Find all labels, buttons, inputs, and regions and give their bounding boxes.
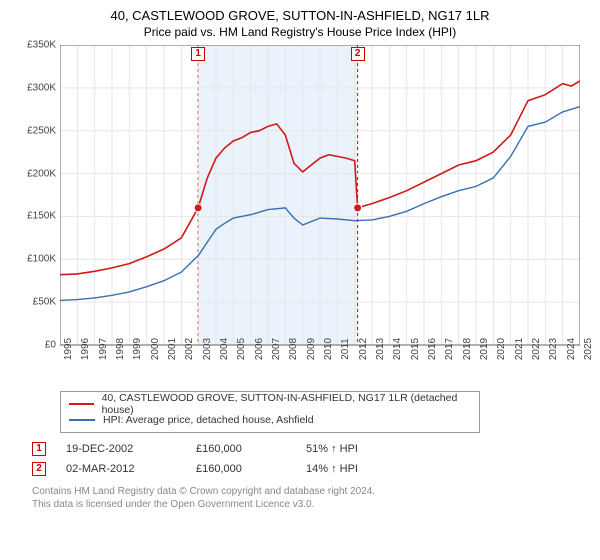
legend-item: 40, CASTLEWOOD GROVE, SUTTON-IN-ASHFIELD… (69, 396, 471, 412)
footnote-line1: Contains HM Land Registry data © Crown c… (32, 485, 588, 498)
transaction-price: £160,000 (196, 463, 306, 475)
transaction-price: £160,000 (196, 443, 306, 455)
transaction-num: 2 (32, 462, 46, 476)
chart-container: 40, CASTLEWOOD GROVE, SUTTON-IN-ASHFIELD… (0, 0, 600, 517)
transaction-row: 2 02-MAR-2012£160,00014% ↑ HPI (32, 459, 588, 479)
transaction-num: 1 (32, 442, 46, 456)
y-axis-label: £300K (12, 82, 56, 93)
chart-title-line1: 40, CASTLEWOOD GROVE, SUTTON-IN-ASHFIELD… (12, 8, 588, 23)
footnote: Contains HM Land Registry data © Crown c… (32, 485, 588, 511)
transaction-date: 19-DEC-2002 (66, 443, 196, 455)
y-axis-label: £200K (12, 168, 56, 179)
transaction-date: 02-MAR-2012 (66, 463, 196, 475)
legend-swatch (69, 419, 95, 421)
legend-swatch (69, 403, 94, 405)
legend-label: HPI: Average price, detached house, Ashf… (103, 414, 314, 426)
y-axis-label: £0 (12, 340, 56, 351)
transaction-row: 1 19-DEC-2002£160,00051% ↑ HPI (32, 439, 588, 459)
transaction-table: 1 19-DEC-2002£160,00051% ↑ HPI 2 02-MAR-201… (32, 439, 588, 479)
chart-title-line2: Price paid vs. HM Land Registry's House … (12, 25, 588, 39)
chart-area: £0£50K£100K£150K£200K£250K£300K£350K1995… (12, 45, 588, 385)
y-axis-label: £50K (12, 297, 56, 308)
legend-box: 40, CASTLEWOOD GROVE, SUTTON-IN-ASHFIELD… (60, 391, 480, 433)
chart-marker-1: 1 (191, 47, 205, 61)
transaction-pct: 14% ↑ HPI (306, 463, 426, 475)
y-axis-label: £150K (12, 211, 56, 222)
chart-svg (60, 45, 580, 349)
x-axis-label: 2025 (583, 338, 600, 360)
transaction-pct: 51% ↑ HPI (306, 443, 426, 455)
y-axis-label: £250K (12, 125, 56, 136)
footnote-line2: This data is licensed under the Open Gov… (32, 498, 588, 511)
y-axis-label: £100K (12, 254, 56, 265)
chart-marker-2: 2 (351, 47, 365, 61)
legend-label: 40, CASTLEWOOD GROVE, SUTTON-IN-ASHFIELD… (102, 392, 471, 416)
y-axis-label: £350K (12, 40, 56, 51)
